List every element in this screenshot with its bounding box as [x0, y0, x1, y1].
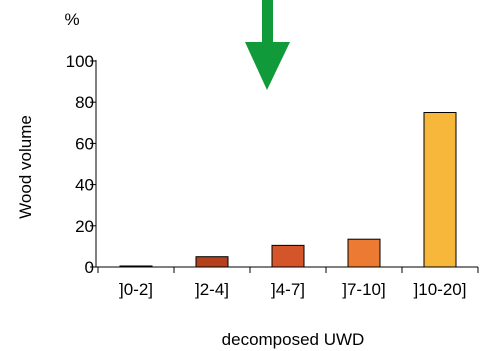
bar	[347, 238, 381, 268]
x-axis-label: decomposed UWD	[222, 330, 365, 349]
x-tick-label: ]2-4]	[195, 280, 229, 299]
bar	[271, 244, 305, 268]
x-tick-label: ]4-7]	[271, 280, 305, 299]
y-tick-label: 20	[75, 217, 94, 236]
y-tick-label: 40	[75, 176, 94, 195]
x-tick-label: ]7-10]	[342, 280, 385, 299]
y-axis-label: Wood volume	[16, 115, 35, 219]
y-tick-label: 80	[75, 93, 94, 112]
y-tick-label: 60	[75, 134, 94, 153]
bar	[195, 256, 229, 268]
y-tick-label: 100	[66, 52, 94, 71]
arrow-shaft	[262, 0, 273, 42]
bar	[423, 112, 457, 268]
y-tick-label: 0	[85, 258, 94, 277]
x-tick-label: ]0-2]	[119, 280, 153, 299]
bar	[119, 265, 153, 268]
y-axis-unit: %	[64, 10, 79, 29]
x-tick-label: ]10-20]	[414, 280, 467, 299]
down-arrow-icon	[245, 42, 290, 90]
